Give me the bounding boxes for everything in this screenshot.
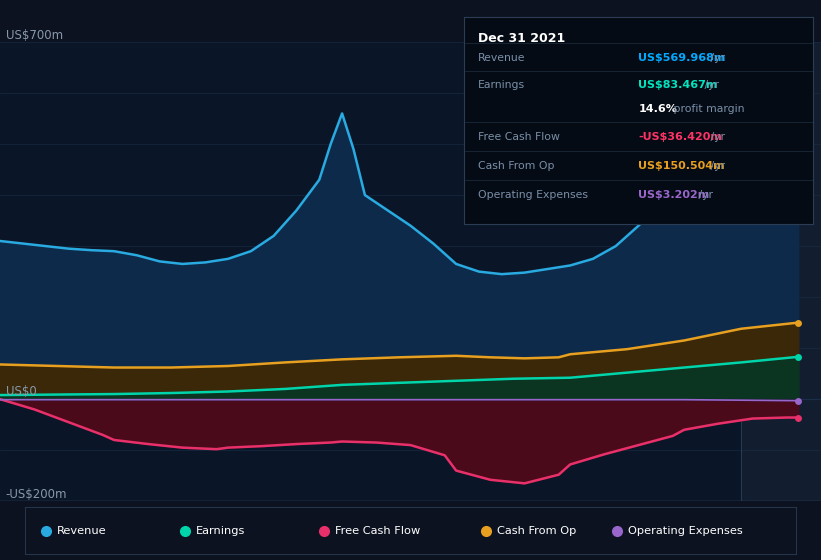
Text: Revenue: Revenue [57,526,107,535]
Text: /yr: /yr [708,53,726,63]
Text: Revenue: Revenue [478,53,525,63]
Text: profit margin: profit margin [670,104,744,114]
Text: Earnings: Earnings [196,526,245,535]
Text: US$569.968m: US$569.968m [639,53,726,63]
Text: Cash From Op: Cash From Op [478,161,554,171]
Bar [741,42,821,501]
Text: /yr: /yr [708,132,726,142]
Text: -US$200m: -US$200m [6,488,67,501]
Text: US$83.467m: US$83.467m [639,80,718,90]
Text: -US$36.420m: -US$36.420m [639,132,722,142]
Text: /yr: /yr [701,80,719,90]
Text: Dec 31 2021: Dec 31 2021 [478,32,565,45]
Text: 14.6%: 14.6% [639,104,677,114]
Text: 2017: 2017 [213,526,243,539]
Text: US$3.202m: US$3.202m [639,190,709,200]
Text: 2016: 2016 [99,526,129,539]
Text: 2019: 2019 [441,526,471,539]
Text: Free Cash Flow: Free Cash Flow [335,526,420,535]
Text: Cash From Op: Cash From Op [497,526,576,535]
Text: /yr: /yr [708,161,726,171]
Text: US$700m: US$700m [6,29,63,42]
Text: 2021: 2021 [669,526,699,539]
Text: /yr: /yr [695,190,713,200]
Text: US$0: US$0 [6,385,36,398]
Text: 2018: 2018 [328,526,357,539]
Text: Earnings: Earnings [478,80,525,90]
Text: US$150.504m: US$150.504m [639,161,725,171]
Text: 2020: 2020 [555,526,585,539]
Text: Operating Expenses: Operating Expenses [628,526,743,535]
Text: Free Cash Flow: Free Cash Flow [478,132,560,142]
Text: Operating Expenses: Operating Expenses [478,190,588,200]
